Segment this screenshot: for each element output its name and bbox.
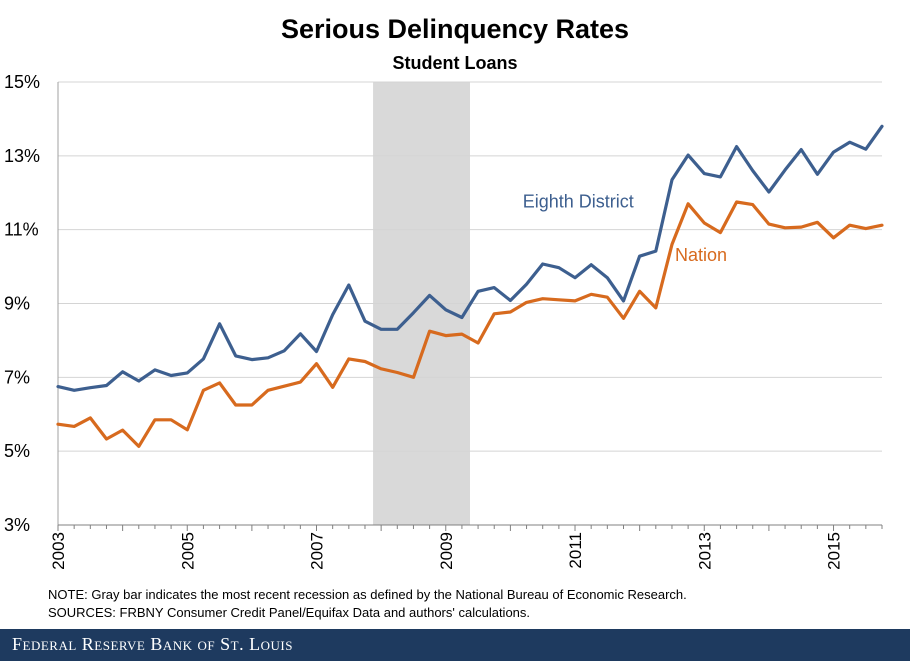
- chart-title: Serious Delinquency Rates: [280, 14, 630, 44]
- y-tick-label: 11%: [4, 220, 39, 240]
- y-tick-label: 13%: [4, 146, 40, 166]
- footer-brand: Federal Reserve Bank of St. Louis: [12, 634, 293, 654]
- x-tick-label: 2009: [437, 532, 456, 570]
- x-tick-label: 2013: [695, 532, 714, 570]
- y-tick-label: 9%: [4, 294, 30, 314]
- grid-layer: 3% 5% 7% 9% 11% 13% 15%: [4, 72, 882, 535]
- chart-subtitle: Student Loans: [392, 53, 518, 73]
- x-tick-label: 2015: [825, 532, 844, 570]
- axis-layer: 2003 2005 2007 2009 2011 2013 2015: [49, 82, 883, 570]
- footer-bar: Federal Reserve Bank of St. Louis: [0, 629, 910, 661]
- y-tick-label: 3%: [4, 515, 30, 535]
- x-tick-label: 2011: [566, 532, 585, 569]
- y-tick-label: 7%: [4, 367, 30, 387]
- series-layer: [56, 124, 884, 448]
- y-tick-label: 5%: [4, 441, 30, 461]
- x-tick-label: 2005: [178, 532, 197, 570]
- x-tick-label: 2007: [308, 532, 327, 570]
- y-tick-label: 15%: [4, 72, 40, 92]
- series-label-nation: Nation: [675, 245, 727, 265]
- series-line-nation: [56, 200, 884, 448]
- label-layer: Eighth District Nation: [523, 192, 727, 266]
- series-line-eighth-district: [56, 124, 884, 392]
- chart-notes: NOTE: Gray bar indicates the most recent…: [48, 586, 687, 622]
- x-tick-label: 2003: [49, 532, 68, 570]
- series-label-eighth-district: Eighth District: [523, 192, 634, 212]
- line-chart: 3%5%7%9%11%13%15% 2003 2005 2007 2009 2011 20…: [4, 72, 884, 570]
- note-text: NOTE: Gray bar indicates the most recent…: [48, 587, 687, 602]
- sources-text: SOURCES: FRBNY Consumer Credit Panel/Equ…: [48, 605, 531, 620]
